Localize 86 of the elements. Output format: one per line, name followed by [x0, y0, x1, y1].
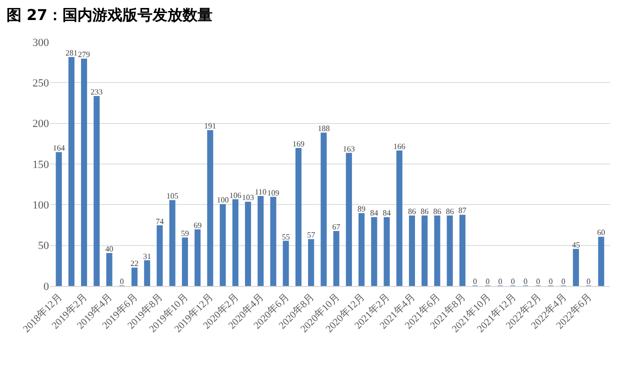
- data-label: 0: [536, 277, 540, 286]
- data-label: 169: [292, 140, 304, 149]
- data-label: 86: [446, 207, 454, 216]
- data-label: 281: [65, 48, 78, 58]
- bar: [396, 150, 402, 286]
- data-label: 45: [572, 240, 580, 250]
- data-label: 84: [382, 208, 391, 218]
- bar: [270, 196, 276, 286]
- bar: [144, 260, 150, 286]
- data-label: 86: [420, 207, 429, 216]
- bar: [131, 268, 138, 286]
- bar: [446, 216, 453, 286]
- bar: [598, 236, 604, 286]
- bar: [282, 240, 289, 286]
- data-label: 0: [473, 277, 478, 286]
- data-label: 191: [204, 122, 216, 131]
- data-label: 60: [597, 228, 606, 238]
- data-label: 74: [156, 216, 164, 226]
- data-label: 233: [90, 87, 103, 96]
- bar: [81, 58, 88, 286]
- bar: [220, 204, 226, 286]
- data-label: 100: [216, 196, 229, 205]
- bar: [408, 216, 415, 286]
- bar: [258, 196, 264, 286]
- data-label: 40: [105, 244, 114, 254]
- bar: [182, 238, 188, 286]
- data-label: 164: [52, 144, 65, 153]
- y-tick-label: 150: [32, 158, 50, 171]
- data-label: 89: [358, 204, 366, 214]
- bar: [156, 225, 163, 286]
- data-label: 0: [120, 277, 124, 286]
- bar: [308, 239, 314, 286]
- data-label: 84: [370, 208, 378, 218]
- data-label: 86: [408, 207, 416, 216]
- data-label: 0: [498, 277, 502, 286]
- data-label: 109: [267, 188, 280, 198]
- bar: [422, 216, 428, 286]
- data-label: 105: [166, 192, 178, 201]
- bar: [106, 252, 112, 286]
- bar: [94, 96, 100, 286]
- data-label: 106: [229, 190, 242, 200]
- data-label: 188: [318, 124, 330, 134]
- bar: [459, 214, 466, 286]
- bar: [295, 148, 302, 286]
- bar: [56, 152, 62, 286]
- bar: [68, 56, 74, 286]
- data-label: 0: [586, 277, 591, 286]
- data-label: 103: [242, 193, 254, 202]
- y-tick-label: 50: [38, 240, 50, 252]
- bar: [333, 231, 340, 286]
- y-tick-label: 100: [32, 200, 50, 212]
- data-label: 67: [332, 222, 340, 232]
- data-label: 0: [510, 277, 515, 286]
- bar: [384, 217, 390, 286]
- data-label: 0: [486, 277, 490, 286]
- y-tick-label: 250: [32, 78, 50, 90]
- bar: [245, 202, 252, 286]
- bar: [371, 217, 378, 286]
- y-tick-label: 300: [32, 36, 50, 49]
- data-label: 166: [393, 142, 406, 151]
- data-label: 0: [561, 277, 566, 286]
- data-label: 31: [143, 252, 152, 261]
- bar: [572, 248, 579, 286]
- data-label: 59: [180, 229, 189, 238]
- y-tick-label: 0: [44, 280, 50, 293]
- data-label: 0: [523, 277, 528, 286]
- bar: [232, 199, 238, 286]
- bar: [320, 132, 327, 286]
- data-label: 86: [433, 207, 442, 216]
- bar: [169, 200, 176, 286]
- data-label: 163: [342, 144, 355, 154]
- data-label: 110: [254, 188, 266, 197]
- chart-title: 图 27：国内游戏版号发放数量: [6, 6, 213, 24]
- bar: [346, 152, 352, 286]
- data-label: 69: [194, 220, 202, 230]
- data-label: 87: [458, 206, 466, 216]
- data-label: 57: [307, 230, 316, 240]
- y-tick-label: 200: [32, 118, 50, 130]
- bar: [194, 229, 201, 286]
- data-label: 22: [130, 259, 139, 268]
- data-label: 0: [548, 277, 553, 286]
- bar: [434, 216, 440, 286]
- data-label: 55: [282, 232, 290, 242]
- bar: [207, 130, 214, 286]
- data-label: 279: [78, 50, 90, 60]
- bar: [358, 213, 365, 286]
